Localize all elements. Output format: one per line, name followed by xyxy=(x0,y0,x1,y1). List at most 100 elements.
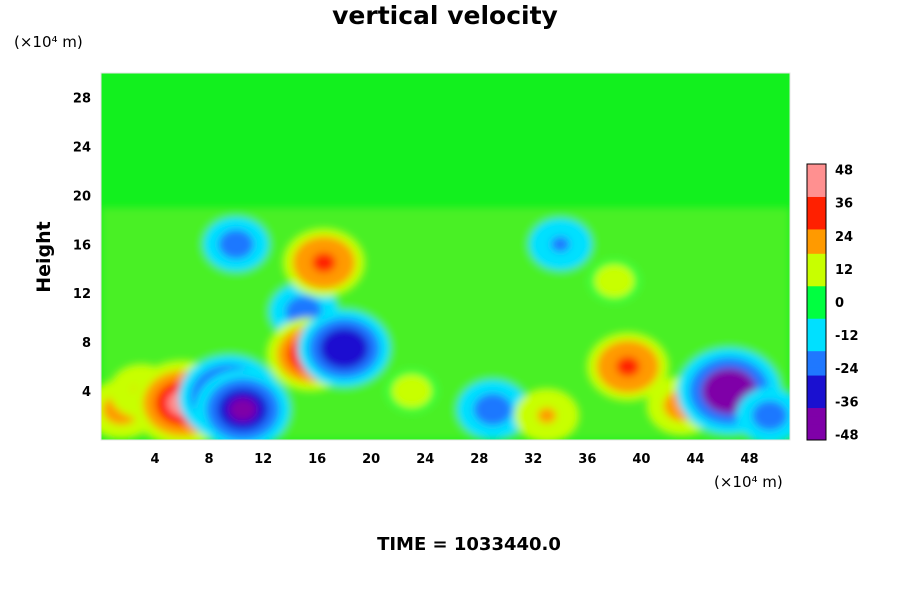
colorbar-band xyxy=(807,375,826,384)
colorbar-band xyxy=(807,334,826,344)
velocity-cell xyxy=(456,378,530,440)
colorbar-band xyxy=(807,237,826,246)
colorbar-tick-label: -12 xyxy=(835,329,859,344)
velocity-cell xyxy=(587,258,641,304)
colorbar-band xyxy=(807,172,826,181)
colorbar-band xyxy=(807,188,826,197)
y-unit-label: (×10⁴ m) xyxy=(14,33,83,51)
colorbar: 48 36 24 12 0 -12 -24 -36 -48 xyxy=(806,163,859,444)
colorbar-tick-label: 36 xyxy=(835,197,853,212)
x-tick-label: 28 xyxy=(470,452,488,467)
x-tick-label: 44 xyxy=(686,452,704,467)
colorbar-tick-label: 12 xyxy=(835,263,853,278)
colorbar-band xyxy=(807,415,826,425)
y-tick-label: 4 xyxy=(82,385,91,400)
colorbar-band xyxy=(807,245,826,254)
colorbar-tick-label: 0 xyxy=(835,296,844,311)
colorbar-tick-label: -48 xyxy=(835,428,859,443)
colorbar-bands xyxy=(807,164,826,441)
velocity-cell xyxy=(283,228,365,297)
y-tick-label: 16 xyxy=(73,238,91,253)
x-unit-label: (×10⁴ m) xyxy=(714,473,783,491)
x-tick-label: 8 xyxy=(205,452,214,467)
colorbar-tick-label: 48 xyxy=(835,164,853,179)
x-tick-label: 20 xyxy=(362,452,380,467)
velocity-cell xyxy=(194,369,291,440)
colorbar-band xyxy=(807,180,826,189)
colorbar-band xyxy=(807,220,826,230)
colorbar-band xyxy=(807,350,826,360)
colorbar-band xyxy=(807,318,826,327)
velocity-cell xyxy=(587,332,669,401)
x-tick-label: 24 xyxy=(416,452,434,467)
x-tick-label: 16 xyxy=(308,452,326,467)
velocity-cell xyxy=(202,216,270,273)
colorbar-band xyxy=(807,269,826,279)
colorbar-band xyxy=(807,326,826,335)
heatmap-frame xyxy=(100,72,791,441)
velocity-cell xyxy=(297,309,391,388)
colorbar-tick-label: -24 xyxy=(835,362,859,377)
colorbar-band xyxy=(807,310,826,319)
y-tick-label: 20 xyxy=(73,189,91,204)
colorbar-band xyxy=(807,383,826,392)
velocity-contour xyxy=(293,303,314,320)
colorbar-tick-labels: 48 36 24 12 0 -12 -24 -36 -48 xyxy=(835,164,859,444)
y-tick-label: 12 xyxy=(73,287,91,302)
colorbar-band xyxy=(807,391,826,400)
colorbar-band xyxy=(807,366,826,376)
x-tick-labels: 4 8 12 16 20 24 28 32 36 40 44 48 xyxy=(151,452,759,467)
y-axis-label: Height xyxy=(33,221,55,293)
colorbar-band xyxy=(807,212,826,222)
colorbar-band xyxy=(807,164,826,173)
colorbar-band xyxy=(807,399,826,409)
velocity-cell xyxy=(736,387,790,440)
colorbar-band xyxy=(807,196,826,206)
velocity-cell xyxy=(385,368,439,414)
x-tick-label: 32 xyxy=(524,452,542,467)
velocity-contour xyxy=(312,252,336,273)
velocity-contour xyxy=(606,274,622,288)
colorbar-tick-label: 24 xyxy=(835,230,853,245)
velocity-contour xyxy=(229,397,257,422)
colorbar-band xyxy=(807,423,826,433)
x-tick-label: 40 xyxy=(632,452,650,467)
velocity-contour xyxy=(226,236,246,253)
velocity-cell xyxy=(528,217,593,272)
colorbar-band xyxy=(807,302,826,311)
colorbar-band xyxy=(807,228,826,238)
velocity-contour xyxy=(330,337,358,360)
velocity-contour xyxy=(537,407,557,424)
colorbar-tick-label: -36 xyxy=(835,395,859,410)
velocity-contour xyxy=(760,407,780,424)
velocity-contour xyxy=(482,400,504,419)
chart-title: vertical velocity xyxy=(332,1,558,30)
y-tick-label: 24 xyxy=(73,140,91,155)
velocity-contour xyxy=(551,236,570,253)
colorbar-band xyxy=(807,204,826,214)
x-tick-label: 48 xyxy=(740,452,758,467)
colorbar-band xyxy=(807,431,826,441)
colorbar-band xyxy=(807,293,826,303)
y-tick-labels: 4 8 12 16 20 24 28 xyxy=(73,91,91,400)
colorbar-band xyxy=(807,358,826,368)
x-tick-label: 12 xyxy=(254,452,272,467)
velocity-contour xyxy=(404,384,420,398)
velocity-contour xyxy=(616,356,640,377)
colorbar-band xyxy=(807,277,826,287)
colorbar-band xyxy=(807,285,826,295)
y-tick-label: 28 xyxy=(73,91,91,106)
heatmap-plot-area xyxy=(100,72,791,441)
x-tick-label: 36 xyxy=(578,452,596,467)
velocity-contour xyxy=(714,378,745,404)
colorbar-frame xyxy=(806,163,827,441)
x-tick-label: 4 xyxy=(151,452,160,467)
velocity-field xyxy=(101,207,790,440)
time-label: TIME = 1033440.0 xyxy=(377,534,561,555)
colorbar-band xyxy=(807,253,826,262)
velocity-cell xyxy=(514,388,579,440)
y-tick-label: 8 xyxy=(82,336,91,351)
colorbar-band xyxy=(807,407,826,417)
colorbar-band xyxy=(807,342,826,352)
